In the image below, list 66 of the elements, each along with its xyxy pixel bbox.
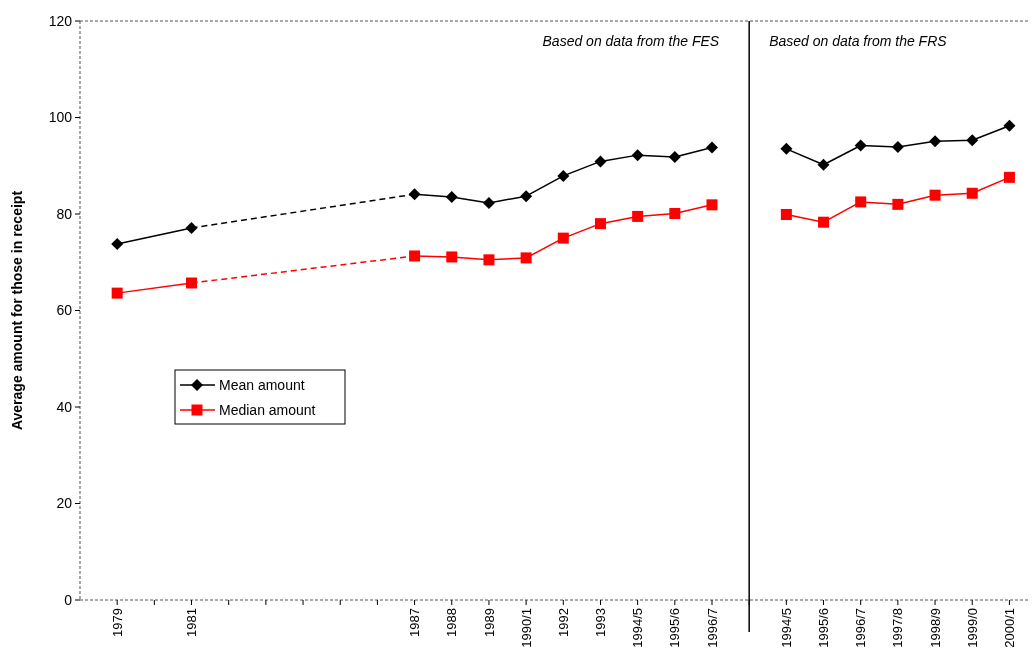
x-tick-label: 1979 <box>109 608 125 637</box>
point <box>111 237 124 250</box>
point <box>929 135 942 148</box>
x-tick-label: 2000/1 <box>1001 608 1017 648</box>
point <box>594 155 607 168</box>
point <box>631 149 644 162</box>
y-axis-title: Average amount for those in receipt <box>9 190 25 431</box>
point <box>966 187 978 199</box>
x-tick-label: 1998/9 <box>927 608 943 648</box>
x-tick-label: 1995/6 <box>816 608 832 648</box>
point <box>445 191 458 204</box>
point <box>483 254 495 266</box>
y-tick-label: 40 <box>56 398 73 415</box>
point <box>632 210 644 222</box>
point <box>929 189 941 201</box>
x-tick-label: 1994/5 <box>630 608 646 648</box>
point <box>111 287 123 299</box>
point <box>817 158 830 171</box>
point <box>669 208 681 220</box>
point <box>186 277 198 289</box>
x-tick-label: 1996/7 <box>704 608 720 648</box>
x-tick-label: 1995/6 <box>667 608 683 648</box>
point <box>706 199 718 211</box>
x-tick-label: 1997/8 <box>890 608 906 648</box>
x-tick-label: 1999/0 <box>964 608 980 648</box>
y-tick-label: 60 <box>56 302 73 319</box>
annotation: Based on data from the FRS <box>769 33 948 49</box>
x-tick-label: 1994/5 <box>778 608 794 648</box>
point <box>668 151 681 164</box>
point <box>780 142 793 155</box>
point <box>594 218 606 230</box>
point <box>818 216 830 228</box>
point <box>966 134 979 147</box>
point <box>1003 119 1016 132</box>
point <box>855 196 867 208</box>
point <box>891 140 904 153</box>
point <box>557 169 570 182</box>
legend-label: Mean amount <box>219 376 305 393</box>
annotation: Based on data from the FES <box>542 33 720 49</box>
point <box>557 232 569 244</box>
point <box>520 252 532 264</box>
point <box>520 190 533 203</box>
x-tick-label: 1988 <box>444 608 460 637</box>
point <box>446 251 458 263</box>
point <box>892 198 904 210</box>
legend-label: Median amount <box>219 401 316 418</box>
point <box>409 250 421 262</box>
point <box>1003 171 1015 183</box>
point <box>780 208 792 220</box>
point <box>854 139 867 152</box>
x-tick-label: 1993 <box>593 608 609 637</box>
y-tick-label: 120 <box>48 12 73 29</box>
x-tick-label: 1987 <box>407 608 423 637</box>
point <box>482 196 495 209</box>
point <box>408 188 421 201</box>
y-tick-label: 0 <box>64 591 73 608</box>
x-tick-label: 1989 <box>481 608 497 637</box>
y-tick-label: 80 <box>56 205 73 222</box>
point <box>185 221 198 234</box>
x-tick-label: 1996/7 <box>853 608 869 648</box>
x-tick-label: 1981 <box>184 608 200 637</box>
x-tick-label: 1992 <box>555 608 571 637</box>
y-tick-label: 100 <box>48 109 73 126</box>
point <box>706 141 718 154</box>
y-tick-label: 20 <box>56 495 73 512</box>
x-tick-label: 1990/1 <box>518 608 534 648</box>
